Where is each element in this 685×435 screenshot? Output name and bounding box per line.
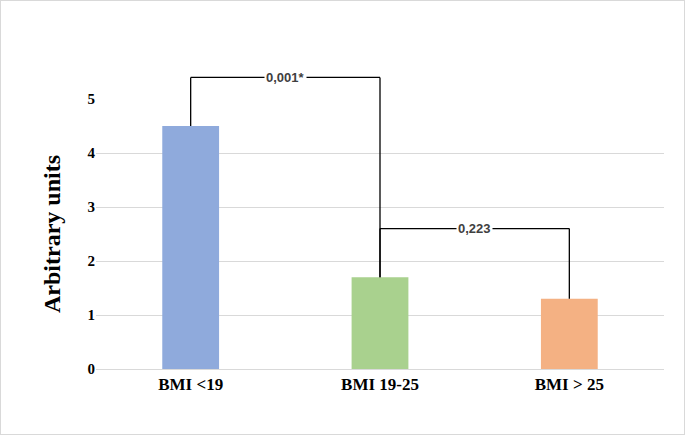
svg-text:5: 5	[88, 91, 96, 107]
svg-text:Arbitrary units: Arbitrary units	[39, 155, 65, 313]
svg-text:1: 1	[88, 307, 96, 323]
svg-text:2: 2	[88, 253, 96, 269]
svg-text:4: 4	[88, 145, 96, 161]
svg-text:BMI 19-25: BMI 19-25	[341, 375, 419, 394]
svg-text:BMI <19: BMI <19	[158, 375, 223, 394]
svg-text:0: 0	[88, 361, 96, 377]
svg-text:0,223: 0,223	[458, 221, 491, 236]
svg-text:0,001*: 0,001*	[266, 70, 305, 85]
svg-text:3: 3	[88, 199, 96, 215]
svg-text:BMI > 25: BMI > 25	[535, 375, 604, 394]
